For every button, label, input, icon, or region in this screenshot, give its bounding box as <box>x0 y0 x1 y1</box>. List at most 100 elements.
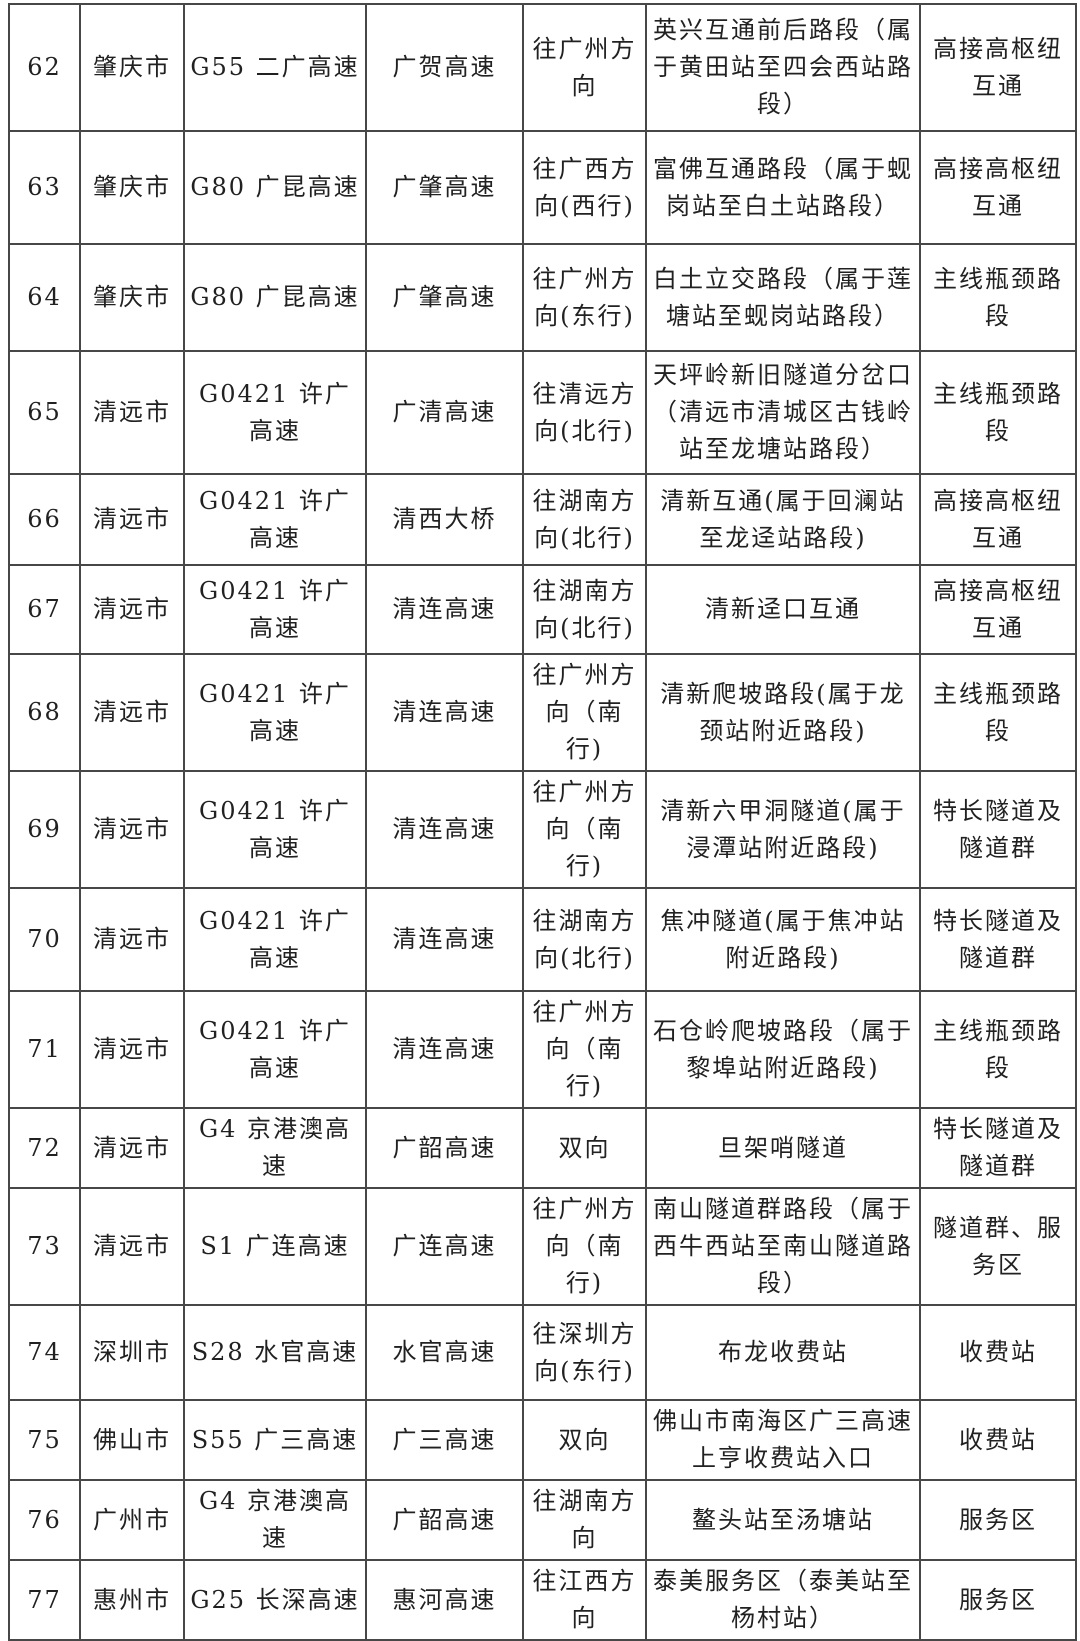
road-name-cell: 广韶高速 <box>365 1479 524 1561</box>
city-cell: 深圳市 <box>79 1304 185 1401</box>
row-number-cell: 69 <box>8 770 81 889</box>
direction-cell: 往广州方向(东行) <box>522 243 647 352</box>
direction-cell: 往广州方向（南行) <box>522 990 647 1109</box>
highway-number-cell: G0421 许广高速 <box>183 473 367 566</box>
highway-number-cell: G55 二广高速 <box>183 3 367 132</box>
direction-cell: 往江西方向 <box>522 1559 647 1641</box>
congestion-type-cell: 收费站 <box>919 1304 1077 1401</box>
direction-cell: 双向 <box>522 1107 647 1189</box>
table-row: 75 佛山市 S55 广三高速 广三高速 双向 佛山市南海区广三高速上亨收费站入口 收费站 <box>8 1399 1077 1481</box>
table-row: 62 肇庆市 G55 二广高速 广贺高速 往广州方向 英兴互通前后路段（属于黄田站至四会西… <box>8 3 1077 132</box>
congested-section-cell: 白土立交路段（属于莲塘站至蚬岗站路段） <box>645 243 921 352</box>
congested-section-cell: 清新迳口互通 <box>645 564 921 655</box>
congestion-type-cell: 隧道群、服务区 <box>919 1187 1077 1306</box>
highway-number-cell: G0421 许广高速 <box>183 770 367 889</box>
city-cell: 清远市 <box>79 653 185 772</box>
row-number-cell: 65 <box>8 350 81 475</box>
city-cell: 肇庆市 <box>79 130 185 245</box>
city-cell: 肇庆市 <box>79 3 185 132</box>
highway-number-cell: S55 广三高速 <box>183 1399 367 1481</box>
road-name-cell: 清连高速 <box>365 564 524 655</box>
traffic-congestion-table: 62 肇庆市 G55 二广高速 广贺高速 往广州方向 英兴互通前后路段（属于黄田站至四会西… <box>8 3 1077 1641</box>
congestion-type-cell: 主线瓶颈路段 <box>919 653 1077 772</box>
congestion-type-cell: 服务区 <box>919 1559 1077 1641</box>
table-row: 74 深圳市 S28 水官高速 水官高速 往深圳方向(东行) 布龙收费站 收费站 <box>8 1304 1077 1401</box>
road-name-cell: 清西大桥 <box>365 473 524 566</box>
road-name-cell: 清连高速 <box>365 653 524 772</box>
highway-number-cell: G80 广昆高速 <box>183 130 367 245</box>
direction-cell: 往深圳方向(东行) <box>522 1304 647 1401</box>
congested-section-cell: 泰美服务区（泰美站至杨村站） <box>645 1559 921 1641</box>
row-number-cell: 67 <box>8 564 81 655</box>
row-number-cell: 76 <box>8 1479 81 1561</box>
congestion-type-cell: 主线瓶颈路段 <box>919 350 1077 475</box>
city-cell: 肇庆市 <box>79 243 185 352</box>
row-number-cell: 68 <box>8 653 81 772</box>
highway-number-cell: G0421 许广高速 <box>183 887 367 992</box>
row-number-cell: 64 <box>8 243 81 352</box>
road-name-cell: 广肇高速 <box>365 130 524 245</box>
congested-section-cell: 佛山市南海区广三高速上亨收费站入口 <box>645 1399 921 1481</box>
congested-section-cell: 清新六甲洞隧道(属于浸潭站附近路段) <box>645 770 921 889</box>
table-body: 62 肇庆市 G55 二广高速 广贺高速 往广州方向 英兴互通前后路段（属于黄田站至四会西… <box>8 3 1077 1641</box>
congested-section-cell: 天坪岭新旧隧道分岔口（清远市清城区古钱岭站至龙塘站路段） <box>645 350 921 475</box>
city-cell: 清远市 <box>79 473 185 566</box>
direction-cell: 往清远方向(北行) <box>522 350 647 475</box>
direction-cell: 双向 <box>522 1399 647 1481</box>
road-name-cell: 广韶高速 <box>365 1107 524 1189</box>
congestion-type-cell: 特长隧道及隧道群 <box>919 887 1077 992</box>
direction-cell: 往广州方向（南行) <box>522 653 647 772</box>
direction-cell: 往湖南方向(北行) <box>522 564 647 655</box>
row-number-cell: 66 <box>8 473 81 566</box>
direction-cell: 往湖南方向(北行) <box>522 887 647 992</box>
road-name-cell: 广贺高速 <box>365 3 524 132</box>
road-name-cell: 清连高速 <box>365 770 524 889</box>
congested-section-cell: 焦冲隧道(属于焦冲站附近路段) <box>645 887 921 992</box>
row-number-cell: 70 <box>8 887 81 992</box>
city-cell: 清远市 <box>79 350 185 475</box>
highway-number-cell: S1 广连高速 <box>183 1187 367 1306</box>
row-number-cell: 75 <box>8 1399 81 1481</box>
congestion-type-cell: 收费站 <box>919 1399 1077 1481</box>
city-cell: 清远市 <box>79 1187 185 1306</box>
table-row: 77 惠州市 G25 长深高速 惠河高速 往江西方向 泰美服务区（泰美站至杨村站） 服务区 <box>8 1559 1077 1641</box>
row-number-cell: 62 <box>8 3 81 132</box>
city-cell: 佛山市 <box>79 1399 185 1481</box>
table-row: 73 清远市 S1 广连高速 广连高速 往广州方向（南行) 南山隧道群路段（属于西牛西站至… <box>8 1187 1077 1306</box>
city-cell: 清远市 <box>79 564 185 655</box>
row-number-cell: 71 <box>8 990 81 1109</box>
city-cell: 惠州市 <box>79 1559 185 1641</box>
congestion-type-cell: 主线瓶颈路段 <box>919 990 1077 1109</box>
road-name-cell: 清连高速 <box>365 887 524 992</box>
city-cell: 清远市 <box>79 887 185 992</box>
highway-number-cell: G4 京港澳高速 <box>183 1479 367 1561</box>
table-row: 72 清远市 G4 京港澳高速 广韶高速 双向 旦架哨隧道 特长隧道及隧道群 <box>8 1107 1077 1189</box>
congested-section-cell: 鳌头站至汤塘站 <box>645 1479 921 1561</box>
road-name-cell: 惠河高速 <box>365 1559 524 1641</box>
congestion-type-cell: 服务区 <box>919 1479 1077 1561</box>
table-row: 71 清远市 G0421 许广高速 清连高速 往广州方向（南行) 石仓岭爬坡路段（属于黎埠… <box>8 990 1077 1109</box>
highway-number-cell: G0421 许广高速 <box>183 350 367 475</box>
highway-number-cell: S28 水官高速 <box>183 1304 367 1401</box>
table-row: 64 肇庆市 G80 广昆高速 广肇高速 往广州方向(东行) 白土立交路段（属于莲塘站至蚬… <box>8 243 1077 352</box>
congested-section-cell: 石仓岭爬坡路段（属于黎埠站附近路段) <box>645 990 921 1109</box>
direction-cell: 往广州方向 <box>522 3 647 132</box>
city-cell: 清远市 <box>79 1107 185 1189</box>
highway-number-cell: G0421 许广高速 <box>183 564 367 655</box>
table-row: 76 广州市 G4 京港澳高速 广韶高速 往湖南方向 鳌头站至汤塘站 服务区 <box>8 1479 1077 1561</box>
congestion-type-cell: 高接高枢纽互通 <box>919 473 1077 566</box>
row-number-cell: 63 <box>8 130 81 245</box>
table-row: 63 肇庆市 G80 广昆高速 广肇高速 往广西方向(西行) 富佛互通路段（属于蚬岗站至白… <box>8 130 1077 245</box>
congested-section-cell: 清新爬坡路段(属于龙颈站附近路段) <box>645 653 921 772</box>
congested-section-cell: 旦架哨隧道 <box>645 1107 921 1189</box>
row-number-cell: 74 <box>8 1304 81 1401</box>
city-cell: 清远市 <box>79 990 185 1109</box>
highway-number-cell: G25 长深高速 <box>183 1559 367 1641</box>
highway-number-cell: G4 京港澳高速 <box>183 1107 367 1189</box>
table-row: 68 清远市 G0421 许广高速 清连高速 往广州方向（南行) 清新爬坡路段(属于龙颈站… <box>8 653 1077 772</box>
congestion-type-cell: 主线瓶颈路段 <box>919 243 1077 352</box>
road-name-cell: 清连高速 <box>365 990 524 1109</box>
table-row: 70 清远市 G0421 许广高速 清连高速 往湖南方向(北行) 焦冲隧道(属于焦冲站附近… <box>8 887 1077 992</box>
congested-section-cell: 布龙收费站 <box>645 1304 921 1401</box>
row-number-cell: 72 <box>8 1107 81 1189</box>
